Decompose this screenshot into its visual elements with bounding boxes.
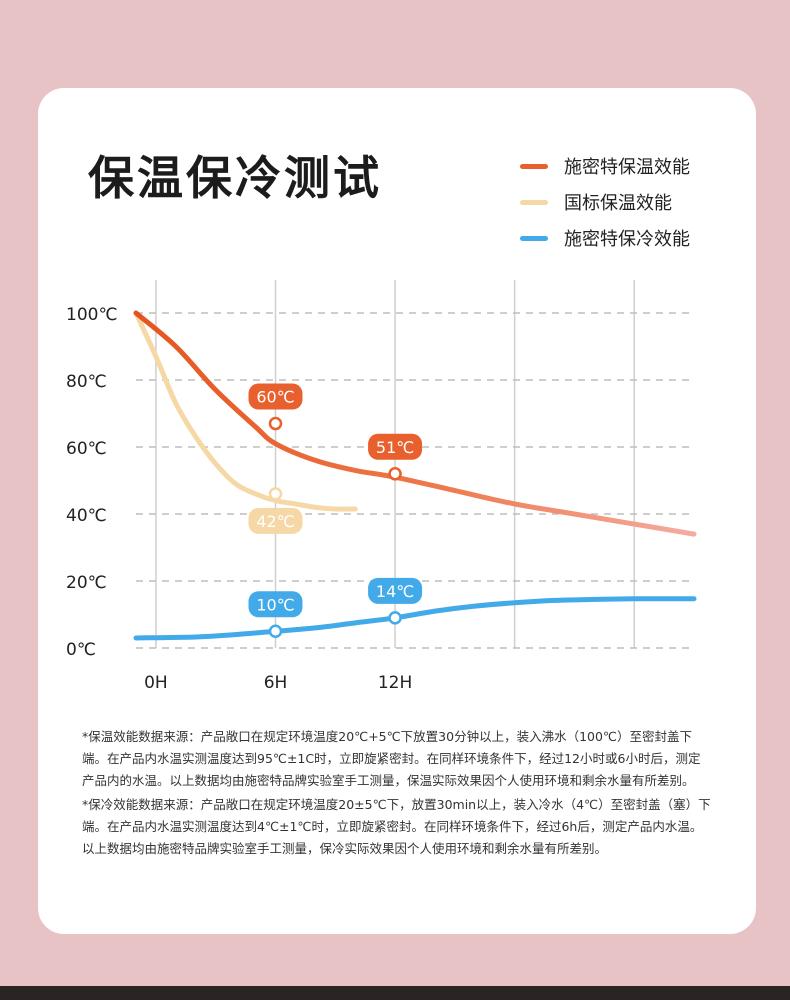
series-line-standard <box>133 310 358 512</box>
legend-swatch-cold <box>520 235 548 241</box>
legend-item-hot: 施密特保温效能 <box>520 148 690 184</box>
marker-cold-dot <box>268 624 283 638</box>
legend-swatch-hot <box>520 163 548 169</box>
marker-standard-label: 42℃ <box>256 512 294 531</box>
marker-hot-dot <box>388 467 402 481</box>
y-tick-label: 60℃ <box>66 439 107 459</box>
y-axis-ticks: 100℃ 80℃ 60℃ 40℃ 20℃ 0℃ <box>66 305 118 660</box>
y-tick-label: 20℃ <box>66 573 107 593</box>
legend-label-hot: 施密特保温效能 <box>564 157 690 178</box>
chart-series <box>133 310 697 641</box>
legend-item-standard: 国标保温效能 <box>520 184 690 220</box>
x-tick-label: 6H <box>264 673 288 693</box>
legend-swatch-standard <box>520 199 548 205</box>
marker-standard-label-bg <box>248 507 303 534</box>
marker-hot-label: 51℃ <box>376 438 414 457</box>
x-tick-label: 12H <box>378 673 412 693</box>
y-tick-label: 0℃ <box>66 640 96 660</box>
chart-legend: 施密特保温效能 国标保温效能 施密特保冷效能 <box>520 148 690 256</box>
legend-label-standard: 国标保温效能 <box>564 193 672 214</box>
marker-standard-dot <box>268 487 283 501</box>
bottom-strip <box>0 986 790 1000</box>
chart-markers: 60℃ 51℃ 42℃ 10℃ 14℃ <box>248 383 423 638</box>
y-tick-label: 100℃ <box>66 305 118 325</box>
series-line-hot <box>133 310 697 537</box>
marker-hot-label: 60℃ <box>256 388 294 407</box>
legend-item-cold: 施密特保冷效能 <box>520 220 690 256</box>
marker-cold-label-bg <box>248 591 303 618</box>
marker-cold-label: 10℃ <box>256 595 294 614</box>
marker-hot-label-bg <box>368 433 423 460</box>
marker-hot-dot <box>268 416 283 431</box>
notes: *保温效能数据来源：产品敞口在规定环境温度20℃+5℃下放置30分钟以上，装入沸… <box>82 726 712 862</box>
y-tick-label: 80℃ <box>66 372 107 392</box>
legend-label-cold: 施密特保冷效能 <box>564 229 690 250</box>
page-title: 保温保冷测试 <box>88 151 382 205</box>
content-card <box>38 88 756 934</box>
x-axis-ticks: 0H 6H 12H <box>144 673 412 693</box>
marker-cold-label: 14℃ <box>376 582 414 601</box>
note-keep-cold: *保冷效能数据来源：产品敞口在规定环境温度20±5℃下，放置30min以上，装入… <box>82 797 711 856</box>
series-line-cold <box>133 596 697 641</box>
marker-cold-label-bg <box>368 577 423 604</box>
note-keep-warm: *保温效能数据来源：产品敞口在规定环境温度20℃+5℃下放置30分钟以上，装入沸… <box>82 729 701 788</box>
x-tick-label: 0H <box>144 673 168 693</box>
marker-hot-label-bg <box>248 383 303 410</box>
marker-cold-dot <box>388 611 402 625</box>
y-tick-label: 40℃ <box>66 506 107 526</box>
